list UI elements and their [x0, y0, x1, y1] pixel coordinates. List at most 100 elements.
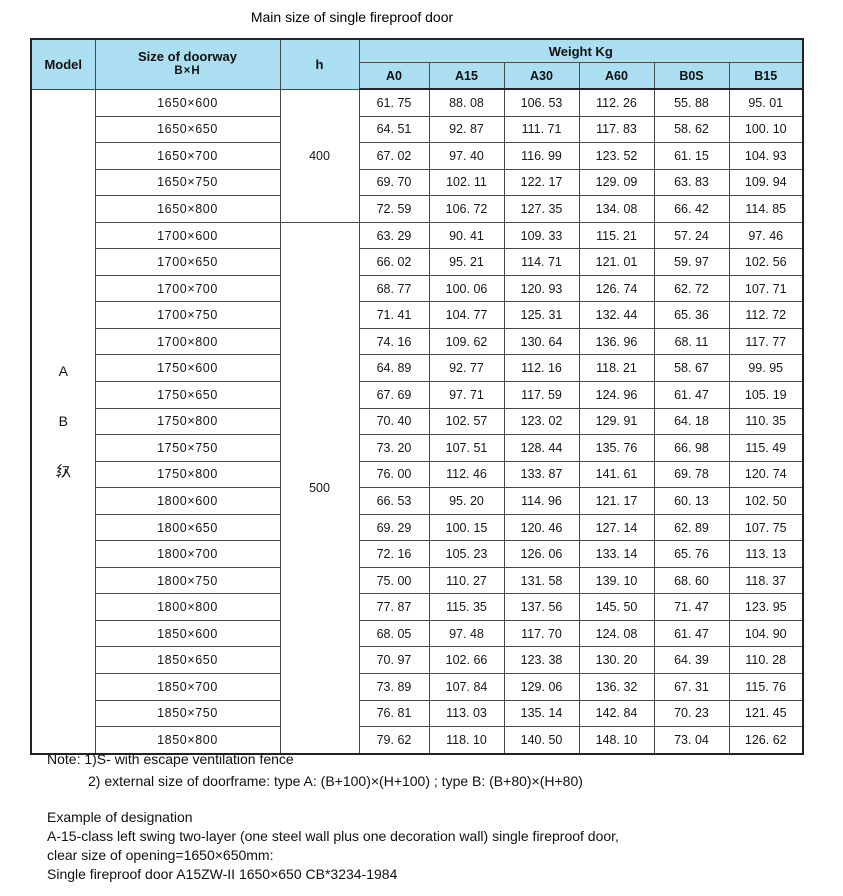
- table-row: 1650×750 69. 70 102. 11 122. 17 129. 09 63. 8…: [31, 168, 804, 197]
- size-cell: 1800×650: [94, 513, 281, 542]
- weight-cell-a30: 109. 33: [503, 221, 580, 250]
- weight-cell-a60: 129. 09: [578, 168, 655, 197]
- weight-cell-a30: 131. 58: [503, 566, 580, 595]
- weight-cell-a15: 88. 08: [428, 88, 505, 117]
- table-row: A B 1650×600 400 61. 75 88. 08 106. 53 112. 26 5…: [30, 88, 804, 755]
- weight-cell-a15: 90. 41: [428, 221, 505, 250]
- table-row: 1700×600 500 63. 29 90. 41 109. 33 115. 21 57.…: [31, 221, 804, 755]
- weight-cell-a60: 124. 08: [578, 619, 655, 648]
- weight-cell-a30: 114. 96: [503, 487, 580, 515]
- weight-cell-a60: 121. 01: [578, 248, 655, 276]
- weight-cell-a0: 67. 02: [358, 142, 430, 170]
- weight-cell-b0s: 69. 78: [653, 460, 730, 489]
- weight-cell-b15: 104. 93: [728, 142, 804, 170]
- weight-cell-a0: 72. 59: [358, 195, 430, 223]
- weight-cell-a0: 68. 77: [358, 274, 430, 303]
- weight-cell-a60: 142. 84: [578, 699, 655, 728]
- weight-cell-a0: 67. 69: [358, 381, 430, 409]
- weight-cell-b0s: 70. 23: [653, 699, 730, 728]
- weight-cell-b0s: 73. 04: [653, 726, 730, 755]
- table-row: 1850×600 68. 05 97. 48 117. 70 124. 08 61. 47…: [31, 619, 804, 648]
- size-cell: 1750×750: [94, 434, 281, 462]
- weight-cell-a60: 124. 96: [578, 381, 655, 409]
- weight-cell-a60: 136. 32: [578, 673, 655, 701]
- weight-cell-a30: 130. 64: [503, 327, 580, 356]
- note-line-2: 2) external size of doorframe: type A: (…: [88, 773, 583, 789]
- table-row: 1750×800 76. 00 112. 46 133. 87 141. 61 69. 7…: [31, 460, 804, 489]
- model-label-b: B: [58, 413, 68, 430]
- weight-cell-b15: 117. 77: [728, 327, 804, 356]
- table-row: 1750×750 73. 20 107. 51 128. 44 135. 76 66. 9…: [31, 434, 804, 462]
- table-row: 1800×700 72. 16 105. 23 126. 06 133. 14 65. 7…: [31, 540, 804, 568]
- weight-cell-b0s: 64. 39: [653, 646, 730, 675]
- weight-cell-a60: 117. 83: [578, 115, 655, 144]
- weight-cell-a60: 123. 52: [578, 142, 655, 170]
- table-row: 1650×650 64. 51 92. 87 111. 71 117. 83 58. 62…: [31, 115, 804, 144]
- size-cell: 1850×800: [94, 726, 281, 755]
- weight-cell-a60: 132. 44: [578, 301, 655, 329]
- weight-cell-a15: 92. 87: [428, 115, 505, 144]
- size-cell: 1700×650: [94, 248, 281, 276]
- weight-cell-a0: 64. 51: [358, 115, 430, 144]
- weight-cell-b15: 97. 46: [728, 221, 804, 250]
- h-value-cell: 500: [279, 221, 360, 755]
- weight-cell-b15: 120. 74: [728, 460, 804, 489]
- weight-cell-a0: 72. 16: [358, 540, 430, 568]
- weight-cell-b0s: 58. 62: [653, 115, 730, 144]
- weight-cell-a15: 102. 11: [428, 168, 505, 197]
- weight-cell-a0: 73. 89: [358, 673, 430, 701]
- size-cell: 1700×600: [94, 221, 281, 250]
- size-cell: 1850×700: [94, 673, 281, 701]
- table-header: Model Size of doorway B×H h Weight Kg A0…: [30, 38, 804, 90]
- size-cell: 1650×700: [94, 142, 281, 170]
- weight-cell-a15: 105. 23: [428, 540, 505, 568]
- weight-cell-b15: 95. 01: [728, 88, 804, 117]
- weight-cell-a15: 106. 72: [428, 195, 505, 223]
- weight-cell-a60: 129. 91: [578, 407, 655, 436]
- table-row: 1850×650 70. 97 102. 66 123. 38 130. 20 64. 3…: [31, 646, 804, 675]
- weight-cell-b15: 102. 56: [728, 248, 804, 276]
- weight-cell-a0: 64. 89: [358, 354, 430, 383]
- weight-cell-a15: 107. 51: [428, 434, 505, 462]
- weight-cell-b15: 110. 28: [728, 646, 804, 675]
- weight-cell-a15: 102. 66: [428, 646, 505, 675]
- weight-cell-a15: 100. 06: [428, 274, 505, 303]
- weight-cell-a60: 121. 17: [578, 487, 655, 515]
- weight-cell-b15: 105. 19: [728, 381, 804, 409]
- example-heading: Example of designation: [47, 809, 193, 825]
- weight-cell-a30: 129. 06: [503, 673, 580, 701]
- weight-cell-b15: 109. 94: [728, 168, 804, 197]
- weight-cell-a0: 69. 70: [358, 168, 430, 197]
- weight-cell-a15: 115. 35: [428, 593, 505, 621]
- weight-cell-a0: 66. 02: [358, 248, 430, 276]
- weight-cell-b15: 123. 95: [728, 593, 804, 621]
- weight-cell-b0s: 55. 88: [653, 88, 730, 117]
- weight-cell-b15: 99. 95: [728, 354, 804, 383]
- weight-cell-a0: 76. 81: [358, 699, 430, 728]
- weight-cell-a15: 118. 10: [428, 726, 505, 755]
- size-cell: 1800×700: [94, 540, 281, 568]
- column-header-weight-group: Weight Kg: [358, 38, 804, 63]
- weight-cell-b15: 112. 72: [728, 301, 804, 329]
- weight-cell-b0s: 68. 60: [653, 566, 730, 595]
- table-body: A B 1650×600 400 61. 75 88. 08 106. 53 112. 26 5…: [30, 88, 804, 755]
- size-cell: 1750×600: [94, 354, 281, 383]
- column-header-a30: A30: [503, 62, 580, 90]
- weight-cell-b0s: 67. 31: [653, 673, 730, 701]
- size-cell: 1650×650: [94, 115, 281, 144]
- size-cell: 1800×750: [94, 566, 281, 595]
- weight-cell-b0s: 64. 18: [653, 407, 730, 436]
- weight-cell-a0: 63. 29: [358, 221, 430, 250]
- fireproof-door-table: Model Size of doorway B×H h Weight Kg A0…: [30, 38, 804, 755]
- weight-cell-b0s: 65. 36: [653, 301, 730, 329]
- weight-cell-a15: 109. 62: [428, 327, 505, 356]
- weight-cell-b0s: 58. 67: [653, 354, 730, 383]
- weight-cell-a60: 145. 50: [578, 593, 655, 621]
- weight-cell-a0: 74. 16: [358, 327, 430, 356]
- weight-cell-b0s: 61. 47: [653, 619, 730, 648]
- weight-cell-b15: 126. 62: [728, 726, 804, 755]
- weight-cell-a15: 100. 15: [428, 513, 505, 542]
- weight-cell-a60: 112. 26: [578, 88, 655, 117]
- weight-cell-b0s: 63. 83: [653, 168, 730, 197]
- weight-cell-b15: 107. 71: [728, 274, 804, 303]
